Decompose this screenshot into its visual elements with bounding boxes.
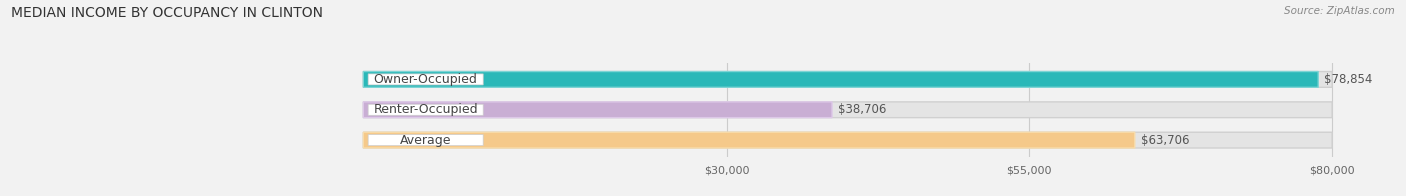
FancyBboxPatch shape (363, 102, 832, 118)
FancyBboxPatch shape (363, 72, 1319, 87)
Text: $38,706: $38,706 (838, 103, 886, 116)
FancyBboxPatch shape (363, 72, 1331, 87)
FancyBboxPatch shape (363, 132, 1331, 148)
Text: Renter-Occupied: Renter-Occupied (374, 103, 478, 116)
FancyBboxPatch shape (363, 102, 1331, 118)
FancyBboxPatch shape (368, 135, 484, 146)
FancyBboxPatch shape (368, 104, 484, 115)
Text: $63,706: $63,706 (1140, 134, 1189, 147)
Text: MEDIAN INCOME BY OCCUPANCY IN CLINTON: MEDIAN INCOME BY OCCUPANCY IN CLINTON (11, 6, 323, 20)
FancyBboxPatch shape (363, 132, 1135, 148)
Text: $78,854: $78,854 (1324, 73, 1372, 86)
FancyBboxPatch shape (368, 74, 484, 85)
Text: Source: ZipAtlas.com: Source: ZipAtlas.com (1284, 6, 1395, 16)
Text: Average: Average (399, 134, 451, 147)
Text: Owner-Occupied: Owner-Occupied (374, 73, 478, 86)
